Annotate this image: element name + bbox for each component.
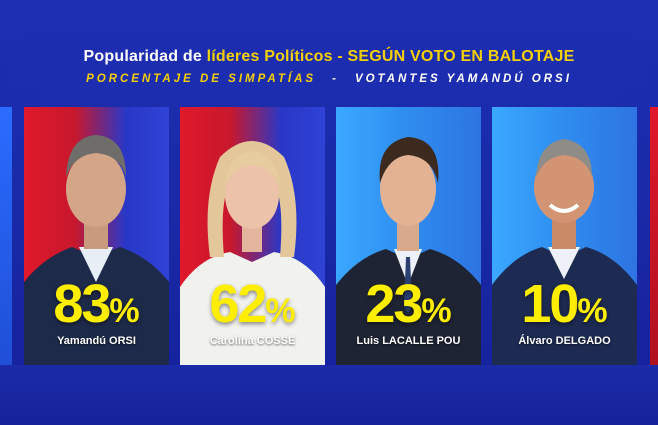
percent-symbol: % xyxy=(265,292,296,330)
percent-symbol: % xyxy=(577,292,608,330)
candidate-card-orsi: 83% Yamandú ORSI xyxy=(24,107,169,365)
right-edge-card xyxy=(650,107,658,365)
percent-value: 23% xyxy=(336,277,481,331)
subtitle-separator: - xyxy=(332,73,339,85)
candidate-name: Luis LACALLE POU xyxy=(356,335,461,347)
title-part-1: Popularidad de xyxy=(83,48,207,65)
percent-number: 10 xyxy=(521,274,579,334)
header-banner xyxy=(0,36,658,102)
percent-symbol: % xyxy=(421,292,452,330)
portrait-delgado xyxy=(492,139,637,365)
portrait-lacalle-pou xyxy=(336,137,481,365)
portrait-orsi xyxy=(24,135,169,365)
percent-number: 62 xyxy=(209,274,267,334)
subtitle-right: VOTANTES YAMANDÚ ORSI xyxy=(354,73,572,85)
candidate-card-delgado: 10% Álvaro DELGADO xyxy=(492,107,637,365)
percent-value: 83% xyxy=(24,277,169,331)
percent-value: 62% xyxy=(180,277,325,331)
candidate-name: Yamandú ORSI xyxy=(57,335,136,347)
page-subtitle: PORCENTAJE DE SIMPATÍAS - VOTANTES YAMANDÚ… xyxy=(0,73,658,85)
left-edge-card xyxy=(0,107,12,365)
portrait-cosse xyxy=(180,141,325,365)
percent-number: 23 xyxy=(365,274,423,334)
title-part-3: - SEGÚN VOTO EN BALOTAJE xyxy=(332,48,575,65)
candidate-card-lacalle-pou: 23% Luis LACALLE POU xyxy=(336,107,481,365)
subtitle-left: PORCENTAJE DE SIMPATÍAS xyxy=(86,73,317,85)
candidate-name: Carolina COSSE xyxy=(209,335,296,347)
percent-symbol: % xyxy=(109,292,140,330)
candidate-name: Álvaro DELGADO xyxy=(518,335,611,347)
percent-number: 83 xyxy=(53,274,111,334)
footer-band xyxy=(0,365,658,425)
page-title: Popularidad de líderes Políticos - SEGÚN… xyxy=(0,48,658,66)
candidate-card-cosse: 62% Carolina COSSE xyxy=(180,107,325,365)
percent-value: 10% xyxy=(492,277,637,331)
title-part-2: líderes Políticos xyxy=(206,48,333,65)
